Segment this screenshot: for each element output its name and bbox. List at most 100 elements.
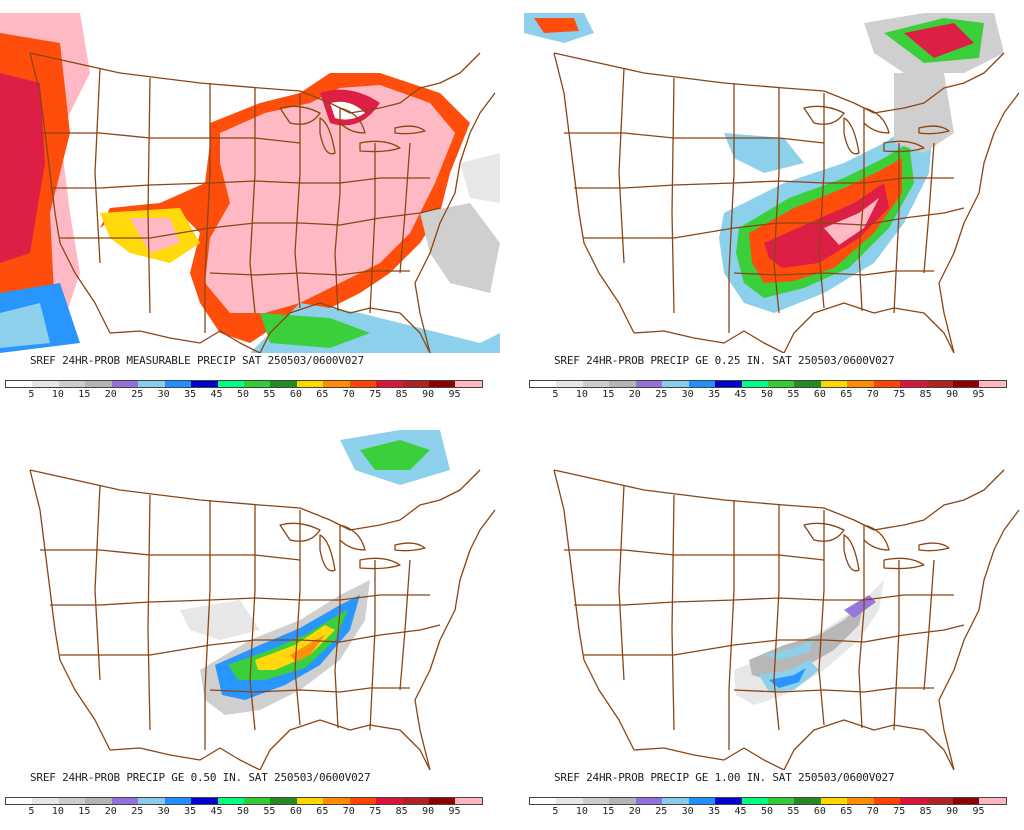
- color-swatch: [926, 798, 953, 804]
- color-swatch: [926, 381, 953, 387]
- color-scale-tick-label: 95: [972, 389, 985, 400]
- color-scale-tick-label: 85: [919, 806, 932, 817]
- color-swatch: [820, 798, 848, 804]
- color-swatch: [376, 381, 403, 387]
- color-scale-bar: [529, 380, 1007, 388]
- color-swatch: [111, 798, 139, 804]
- color-scale-ticks: 5 10 15 20 25 30 35 45 50 55 60 65 70 75 85 90 95: [5, 805, 481, 819]
- color-scale-tick-label: 65: [840, 806, 853, 817]
- color-swatch: [609, 381, 636, 387]
- color-scale-tick-label: 15: [78, 806, 91, 817]
- color-scale-tick-label: 10: [575, 389, 588, 400]
- color-swatch: [323, 798, 350, 804]
- color-scale-tick-label: 25: [655, 806, 668, 817]
- panel-title: SREF 24HR-PROB MEASURABLE PRECIP SAT 250…: [30, 354, 364, 367]
- color-scale-tick-label: 65: [316, 806, 329, 817]
- color-swatch: [85, 381, 112, 387]
- color-swatch: [847, 381, 874, 387]
- color-scale-tick-label: 70: [866, 389, 879, 400]
- color-scale-tick-label: 5: [28, 389, 35, 400]
- color-swatch: [979, 798, 1006, 804]
- color-scale-tick-label: 10: [575, 806, 588, 817]
- color-swatch: [429, 381, 456, 387]
- map-precip-ge-1.00: [524, 430, 1024, 770]
- color-scale-tick-label: 60: [289, 389, 302, 400]
- panel-title: SREF 24HR-PROB PRECIP GE 1.00 IN. SAT 25…: [554, 771, 895, 784]
- color-swatch: [767, 798, 795, 804]
- color-swatch: [556, 381, 583, 387]
- color-swatch: [243, 798, 271, 804]
- color-swatch: [662, 381, 689, 387]
- color-swatch: [556, 798, 583, 804]
- color-swatch: [873, 381, 901, 387]
- color-swatch: [953, 381, 980, 387]
- color-swatch: [111, 381, 139, 387]
- color-scale-tick-label: 35: [708, 389, 721, 400]
- color-swatch: [138, 381, 165, 387]
- panel-precip-ge-0.50: SREF 24HR-PROB PRECIP GE 0.50 IN. SAT 25…: [0, 430, 500, 830]
- color-swatch: [349, 381, 377, 387]
- color-swatch: [296, 798, 324, 804]
- color-swatch: [243, 381, 271, 387]
- color-swatch: [873, 798, 901, 804]
- color-scale-tick-label: 30: [681, 389, 694, 400]
- color-scale-tick-label: 90: [422, 806, 435, 817]
- color-scale-tick-label: 50: [236, 389, 250, 400]
- color-swatch: [609, 798, 636, 804]
- color-scale-tick-label: 70: [342, 389, 355, 400]
- color-swatch: [741, 381, 768, 387]
- color-swatch: [794, 381, 821, 387]
- color-swatch: [582, 381, 610, 387]
- color-scale-tick-label: 55: [787, 389, 800, 400]
- color-scale-bar: [5, 797, 483, 805]
- color-swatch: [58, 381, 86, 387]
- color-scale-tick-label: 35: [184, 389, 197, 400]
- color-scale-tick-label: 70: [342, 806, 355, 817]
- color-scale-tick-label: 60: [289, 806, 302, 817]
- color-swatch: [85, 798, 112, 804]
- color-scale-tick-label: 60: [813, 806, 826, 817]
- color-swatch: [270, 381, 297, 387]
- color-swatch: [900, 798, 927, 804]
- color-scale-tick-label: 45: [210, 389, 223, 400]
- color-scale-tick-label: 50: [760, 806, 774, 817]
- color-scale-tick-label: 5: [552, 806, 559, 817]
- color-scale-ticks: 5 10 15 20 25 30 35 45 50 55 60 65 70 75 85 90 95: [529, 388, 1005, 402]
- color-scale-tick-label: 90: [422, 389, 435, 400]
- panel-title: SREF 24HR-PROB PRECIP GE 0.50 IN. SAT 25…: [30, 771, 371, 784]
- color-scale-tick-label: 60: [813, 389, 826, 400]
- color-scale-tick-label: 55: [787, 806, 800, 817]
- color-swatch: [429, 798, 456, 804]
- color-swatch: [138, 798, 165, 804]
- color-scale-tick-label: 75: [893, 389, 906, 400]
- color-swatch: [847, 798, 874, 804]
- color-scale-tick-label: 65: [840, 389, 853, 400]
- color-scale-tick-label: 95: [448, 806, 461, 817]
- color-swatch: [6, 381, 33, 387]
- color-scale-tick-label: 35: [708, 806, 721, 817]
- color-scale-tick-label: 45: [734, 389, 747, 400]
- color-swatch: [767, 381, 795, 387]
- color-swatch: [349, 798, 377, 804]
- color-scale-tick-label: 10: [51, 806, 64, 817]
- color-swatch: [582, 798, 610, 804]
- color-swatch: [32, 381, 59, 387]
- panel-measurable-precip: SREF 24HR-PROB MEASURABLE PRECIP SAT 250…: [0, 13, 500, 413]
- color-scale-tick-label: 95: [448, 389, 461, 400]
- color-scale-tick-label: 15: [602, 806, 615, 817]
- color-swatch: [794, 798, 821, 804]
- color-scale-tick-label: 85: [395, 806, 408, 817]
- color-swatch: [217, 798, 244, 804]
- color-scale-tick-label: 10: [51, 389, 64, 400]
- color-scale-tick-label: 75: [893, 806, 906, 817]
- color-scale-tick-label: 15: [602, 389, 615, 400]
- color-swatch: [530, 798, 557, 804]
- map-measurable-precip: [0, 13, 500, 353]
- color-swatch: [6, 798, 33, 804]
- color-scale-tick-label: 30: [157, 806, 170, 817]
- color-swatch: [58, 798, 86, 804]
- color-scale-tick-label: 35: [184, 806, 197, 817]
- color-scale-tick-label: 15: [78, 389, 91, 400]
- color-scale-tick-label: 75: [369, 389, 382, 400]
- panel-precip-ge-0.25: SREF 24HR-PROB PRECIP GE 0.25 IN. SAT 25…: [524, 13, 1024, 413]
